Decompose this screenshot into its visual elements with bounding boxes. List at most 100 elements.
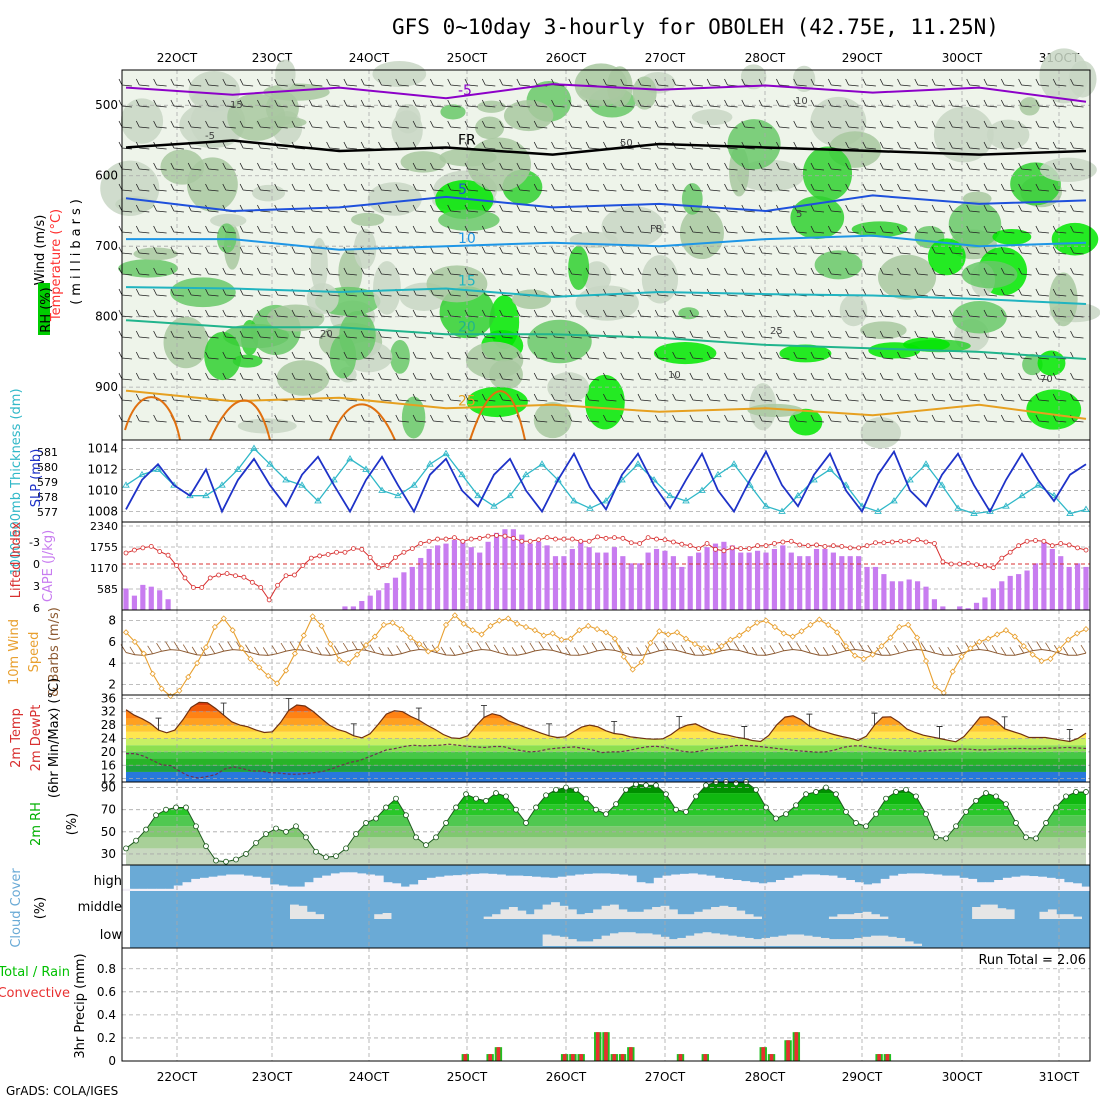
li-point bbox=[485, 533, 491, 539]
wind-point bbox=[487, 622, 494, 630]
cloud-cell bbox=[483, 916, 493, 919]
wind-barb bbox=[135, 267, 150, 276]
top-date-label: 22OCT bbox=[157, 51, 198, 65]
cloud-cell bbox=[559, 905, 569, 919]
wind-barb bbox=[1018, 372, 1032, 381]
wind-barb bbox=[291, 309, 306, 318]
wind-barb bbox=[153, 183, 167, 192]
wind-barb bbox=[291, 162, 306, 171]
wind-barb bbox=[1035, 99, 1049, 108]
cloud-cell bbox=[714, 877, 725, 891]
thickness-point bbox=[890, 497, 898, 504]
li-point bbox=[1083, 547, 1089, 553]
wind-barb bbox=[170, 204, 184, 213]
rh-point bbox=[893, 789, 899, 795]
cloud-cell bbox=[810, 874, 821, 891]
cloud-cell bbox=[601, 905, 611, 919]
contour-label: 10 bbox=[795, 96, 808, 107]
rh-point bbox=[1023, 834, 1029, 841]
cape-bar bbox=[1049, 548, 1055, 610]
cape-bar bbox=[586, 547, 592, 610]
cloud-cell bbox=[732, 880, 742, 891]
wind-barb bbox=[983, 246, 998, 255]
cloud-cell bbox=[793, 875, 803, 891]
wind-barb bbox=[257, 414, 271, 423]
wind-barb bbox=[135, 225, 150, 234]
wind-barb bbox=[568, 393, 582, 402]
li-point bbox=[384, 563, 390, 568]
wind-barb bbox=[1052, 162, 1067, 171]
wind-barb bbox=[430, 99, 444, 108]
wind-barb bbox=[135, 309, 150, 318]
cloud-cell bbox=[685, 935, 695, 946]
wind-barb bbox=[291, 225, 306, 234]
cloud-cell bbox=[871, 914, 880, 919]
wind-point bbox=[718, 643, 725, 650]
rh-contour bbox=[465, 341, 524, 379]
wind-barb bbox=[533, 99, 548, 108]
wind-barb bbox=[173, 641, 180, 651]
wind-barb bbox=[620, 120, 634, 129]
cape-bar bbox=[1058, 556, 1064, 610]
rh-point bbox=[1043, 820, 1049, 826]
wind-barb bbox=[706, 330, 721, 339]
cloud-cell bbox=[711, 933, 720, 946]
li-point bbox=[283, 573, 289, 579]
wind-barb bbox=[897, 393, 911, 402]
li-point bbox=[401, 549, 407, 555]
wind-barb bbox=[654, 225, 669, 234]
wind-barb bbox=[827, 330, 842, 339]
rh-point bbox=[563, 784, 569, 791]
panel-frame bbox=[121, 947, 1091, 1062]
cloud-cell bbox=[298, 905, 308, 919]
wind-barb bbox=[897, 372, 911, 381]
rh-contour bbox=[367, 182, 422, 216]
cloud-cell bbox=[775, 880, 786, 891]
wind-barb bbox=[447, 393, 461, 402]
wind-barb bbox=[1035, 330, 1049, 339]
wind-barb bbox=[1018, 204, 1032, 213]
wind-barb bbox=[538, 641, 545, 650]
wind-barb bbox=[360, 414, 375, 423]
thickness-point bbox=[250, 444, 258, 451]
wind-barb bbox=[153, 372, 167, 381]
wind-barb bbox=[966, 393, 980, 402]
li-point bbox=[359, 546, 365, 552]
wind-point bbox=[531, 627, 538, 634]
wind-barb bbox=[343, 351, 357, 360]
wind-barb bbox=[862, 225, 876, 234]
cape-bar bbox=[872, 566, 879, 610]
wind-barb bbox=[758, 246, 773, 255]
rh-contour bbox=[632, 76, 657, 110]
cloud-cell bbox=[542, 904, 552, 919]
wind-barb bbox=[378, 330, 392, 339]
precip-legend-total: Total / Rain bbox=[0, 965, 70, 980]
wind-barb bbox=[257, 183, 271, 192]
rh-contour bbox=[512, 289, 552, 310]
wind-barb bbox=[135, 99, 150, 108]
wind-barb bbox=[447, 267, 461, 276]
rh-contour bbox=[310, 237, 328, 293]
wind-barb bbox=[464, 351, 479, 360]
wind-barb bbox=[430, 120, 444, 129]
cloud-cell bbox=[1020, 875, 1030, 891]
wind-barb bbox=[326, 78, 340, 87]
wind-barb bbox=[326, 372, 340, 381]
wind-barb bbox=[793, 162, 807, 171]
wind-barb bbox=[481, 246, 496, 255]
wind-barb bbox=[793, 246, 807, 255]
wind-barb bbox=[239, 78, 254, 87]
wind-point bbox=[727, 636, 734, 643]
wind-barb bbox=[205, 288, 219, 297]
wind-point bbox=[771, 623, 778, 631]
wind-barb bbox=[603, 267, 617, 276]
wind-barb bbox=[827, 414, 842, 423]
wind-barb bbox=[845, 204, 859, 213]
li-point bbox=[460, 538, 466, 544]
wind-barb bbox=[758, 183, 773, 192]
wind-barb bbox=[724, 309, 738, 318]
wind-barb bbox=[135, 288, 150, 297]
cloud-cell bbox=[828, 875, 838, 891]
wind-barb bbox=[257, 330, 271, 339]
wind-barb bbox=[187, 414, 202, 423]
